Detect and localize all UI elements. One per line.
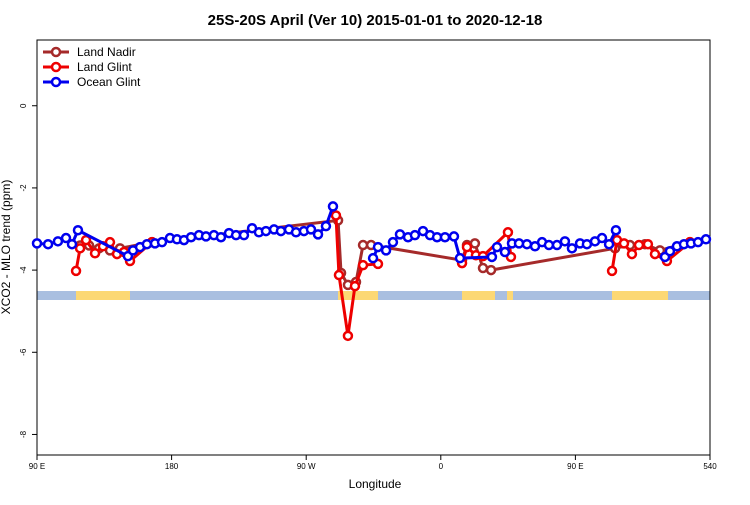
series-marker xyxy=(649,248,661,260)
series-marker xyxy=(618,238,630,249)
series-marker xyxy=(502,227,514,238)
series-marker xyxy=(543,239,555,251)
y-axis-label: XCO2 - MLO trend (ppm) xyxy=(0,180,13,315)
y-tick-label: -4 xyxy=(19,266,28,274)
series-marker xyxy=(596,232,608,244)
series-marker xyxy=(275,225,287,237)
series-marker xyxy=(642,238,654,250)
series-marker xyxy=(448,231,460,242)
y-tick-label: -8 xyxy=(19,430,28,438)
series-marker xyxy=(342,330,354,342)
series-marker xyxy=(74,243,86,254)
x-tick-label: 180 xyxy=(165,462,179,471)
series-marker xyxy=(320,220,332,232)
series-marker xyxy=(700,234,712,245)
series-marker xyxy=(626,248,638,260)
series-marker xyxy=(60,232,72,244)
x-tick-label: 90 W xyxy=(297,462,316,471)
series-marker xyxy=(633,239,645,251)
series-marker xyxy=(454,252,466,264)
series-marker xyxy=(664,245,676,257)
series-marker xyxy=(499,246,511,258)
series-marker xyxy=(566,243,578,254)
series-marker xyxy=(42,238,54,250)
series-marker xyxy=(89,248,101,259)
x-tick-label: 540 xyxy=(703,462,717,471)
series-marker xyxy=(521,238,533,250)
series-marker xyxy=(72,224,84,236)
series-marker xyxy=(606,265,618,277)
series-marker xyxy=(238,229,250,241)
series-marker xyxy=(156,236,168,248)
land-band xyxy=(76,291,130,300)
series-marker xyxy=(305,224,317,235)
series-marker xyxy=(141,238,153,250)
series-marker xyxy=(349,280,361,292)
legend-marker xyxy=(50,76,62,88)
series-marker xyxy=(357,259,369,271)
series-marker xyxy=(439,231,451,243)
legend-marker xyxy=(50,61,62,73)
series xyxy=(31,201,712,264)
series-marker xyxy=(290,227,302,238)
series-marker xyxy=(380,245,392,256)
legend-label: Land Nadir xyxy=(77,45,136,59)
series-marker xyxy=(367,252,379,264)
series-marker xyxy=(559,236,571,247)
land-band xyxy=(612,291,668,300)
series-marker xyxy=(486,251,498,263)
y-tick-label: -2 xyxy=(19,184,28,192)
legend-label: Land Glint xyxy=(77,60,132,74)
land-band xyxy=(462,291,495,300)
series-marker xyxy=(603,238,615,250)
series-marker xyxy=(610,224,622,236)
series-marker xyxy=(330,210,342,221)
x-tick-label: 90 E xyxy=(29,462,45,471)
x-axis-label: Longitude xyxy=(349,477,402,491)
series-marker xyxy=(394,229,406,240)
series-marker xyxy=(66,238,78,250)
x-tick-label: 0 xyxy=(439,462,444,471)
series-marker xyxy=(491,241,503,253)
series-marker xyxy=(70,265,82,277)
series-marker xyxy=(387,236,399,248)
series-marker xyxy=(327,201,339,212)
x-tick-label: 90 E xyxy=(567,462,583,471)
legend-label: Ocean Glint xyxy=(77,75,141,89)
land-band xyxy=(507,291,513,300)
series xyxy=(70,210,696,342)
series-marker xyxy=(333,269,345,281)
legend-marker xyxy=(50,46,62,58)
series-marker xyxy=(469,238,481,249)
y-tick-label: 0 xyxy=(19,103,28,108)
series-marker xyxy=(461,241,473,253)
land-band xyxy=(338,291,378,300)
y-tick-label: -6 xyxy=(19,348,28,356)
chart-title: 25S-20S April (Ver 10) 2015-01-01 to 202… xyxy=(208,12,543,29)
series-marker xyxy=(200,231,212,242)
series-marker xyxy=(215,231,227,243)
series-marker xyxy=(260,225,272,237)
series-marker xyxy=(31,238,43,249)
series-marker xyxy=(52,236,64,247)
land-ocean-band xyxy=(37,291,710,300)
series-marker xyxy=(357,239,369,251)
series-marker xyxy=(372,241,384,253)
series-marker xyxy=(409,229,421,241)
series-marker xyxy=(551,239,563,251)
series-marker xyxy=(477,262,489,274)
series-marker xyxy=(485,264,497,276)
series-marker xyxy=(312,229,324,240)
series-marker xyxy=(581,238,593,250)
